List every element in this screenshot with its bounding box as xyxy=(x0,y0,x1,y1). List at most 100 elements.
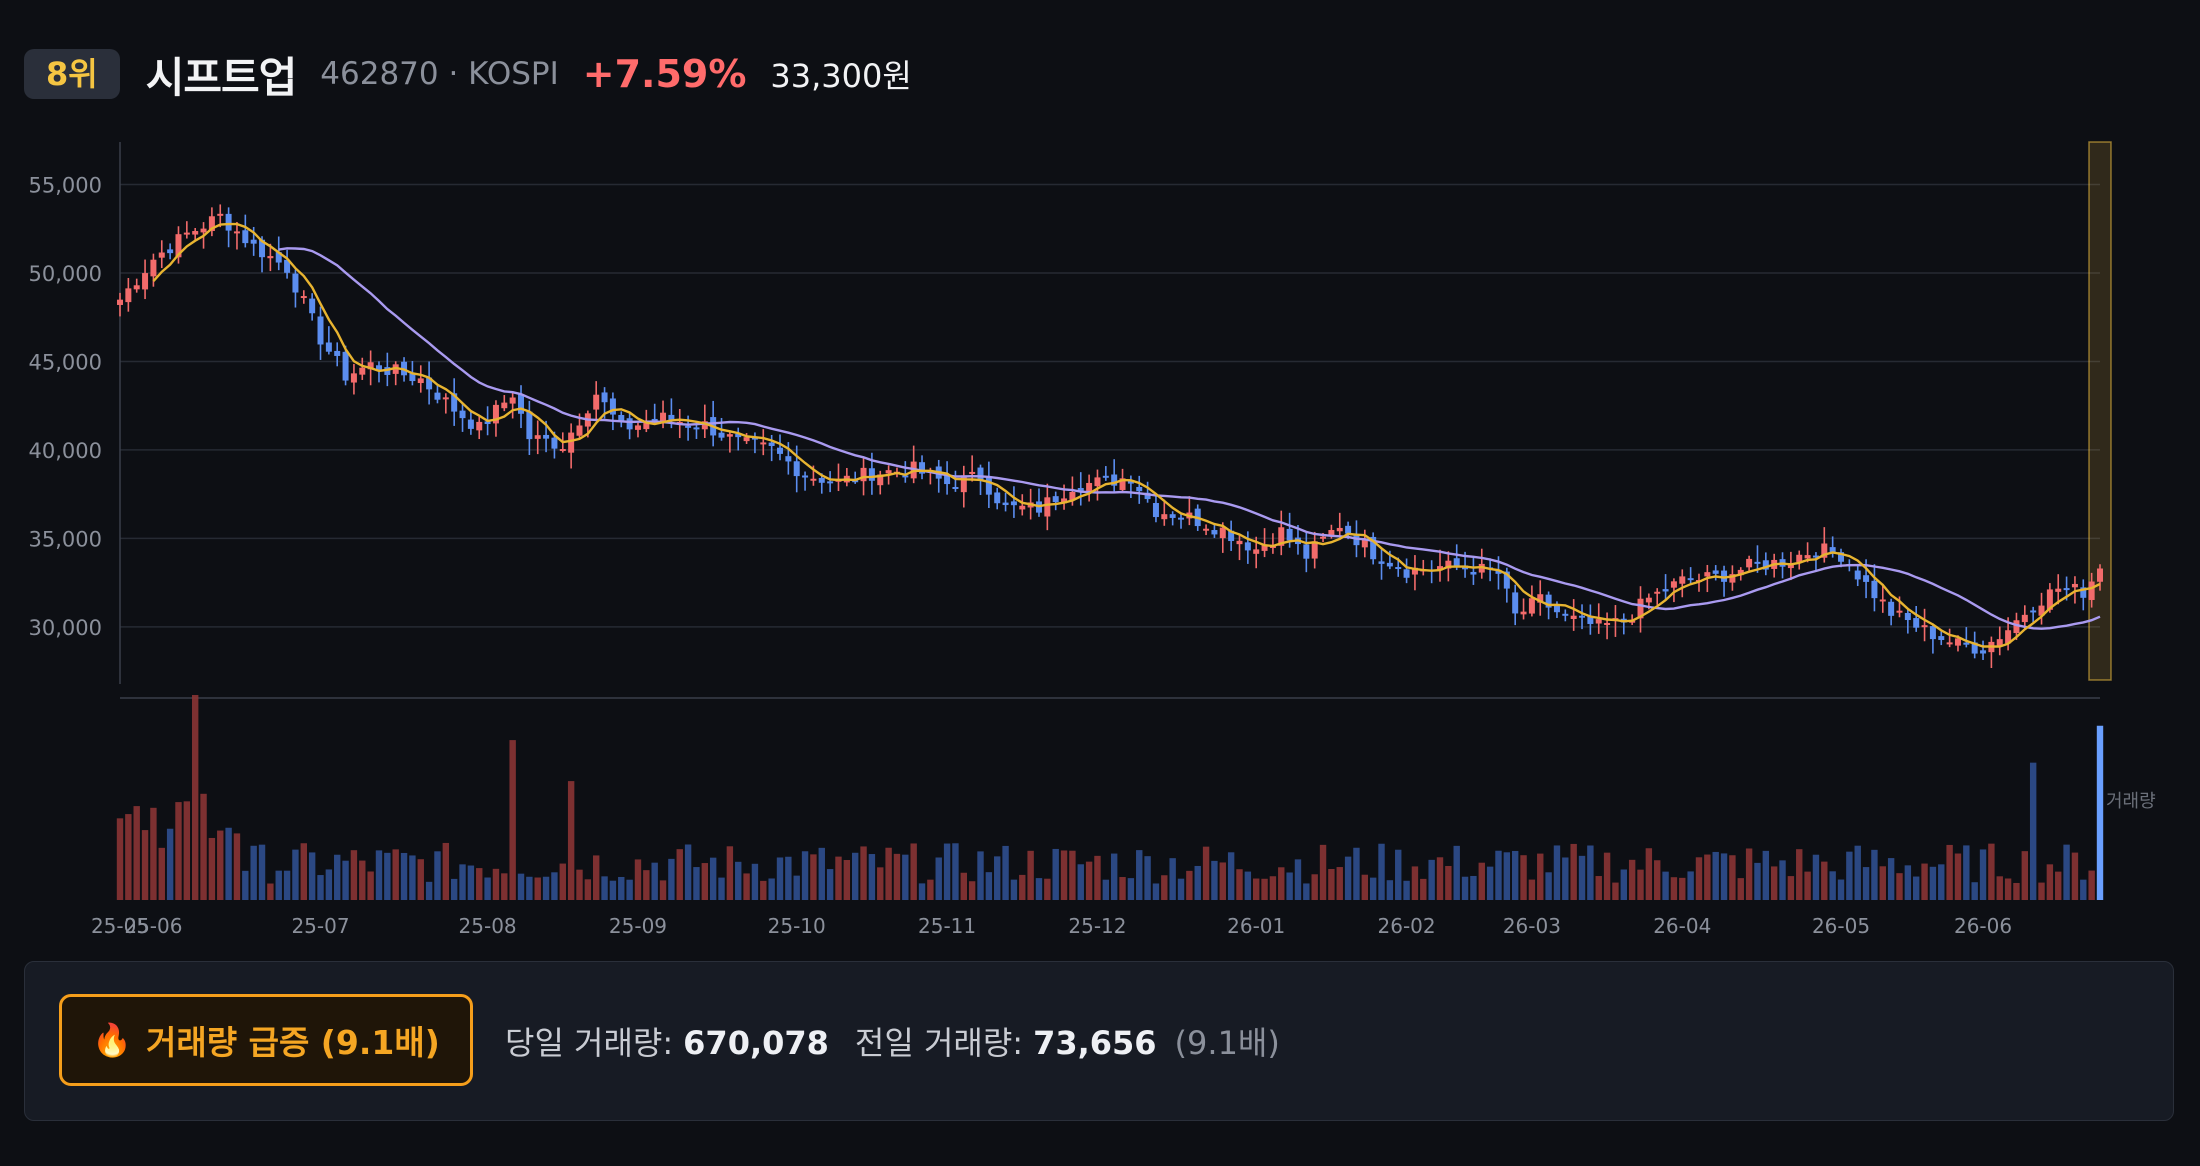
volume-bar xyxy=(359,860,366,900)
volume-bar xyxy=(1102,879,1110,900)
candle-body xyxy=(142,273,149,290)
volume-bar xyxy=(1461,876,1469,900)
candle-body xyxy=(643,422,650,430)
candle-body xyxy=(459,410,466,419)
volume-bar xyxy=(417,859,424,900)
volume-bar xyxy=(1445,865,1452,900)
volume-bar xyxy=(1060,850,1068,900)
volume-bar xyxy=(1077,864,1084,900)
candle-body xyxy=(1871,580,1878,599)
volume-bar xyxy=(1971,882,1978,900)
volume-bar xyxy=(885,847,892,900)
volume-bar xyxy=(768,878,775,900)
today-volume-label: 당일 거래량: xyxy=(505,1024,674,1062)
volume-bar xyxy=(1152,883,1160,900)
volume-surge-badge[interactable]: 🔥 거래량 급증 (9.1배) xyxy=(59,994,473,1086)
candle-body xyxy=(827,481,834,484)
candle-body xyxy=(852,480,859,483)
volume-bar xyxy=(1169,858,1176,900)
volume-bar xyxy=(1988,843,1995,900)
volume-bar xyxy=(476,868,483,900)
candle-body xyxy=(1913,618,1920,628)
fire-icon: 🔥 xyxy=(92,1021,133,1059)
volume-bar xyxy=(743,873,750,900)
candle-body xyxy=(300,296,307,299)
stock-name[interactable]: 시프트업 xyxy=(145,52,298,102)
candle-body xyxy=(518,394,525,414)
volume-bar xyxy=(200,793,207,900)
volume-bar xyxy=(835,856,842,900)
candle-body xyxy=(1136,486,1143,492)
volume-bar xyxy=(116,818,124,900)
volume-bar xyxy=(1202,846,1210,900)
volume-bar xyxy=(977,851,984,900)
x-tick-label: 26-05 xyxy=(1812,914,1870,938)
x-tick-label: 26-03 xyxy=(1503,914,1561,938)
candle-body xyxy=(1503,571,1510,589)
candle-body xyxy=(1278,527,1285,546)
volume-bar xyxy=(467,865,475,900)
candle-body xyxy=(969,471,976,474)
price-chart[interactable]: 55,000 50,000 45,000 40,000 35,000 30,000 25-0… xyxy=(0,130,2200,950)
volume-bar xyxy=(785,856,792,900)
candle-body xyxy=(2071,583,2078,588)
candle-body xyxy=(242,230,249,244)
volume-bar xyxy=(726,846,734,900)
candle-body xyxy=(1052,496,1059,503)
candle-body xyxy=(1637,598,1644,619)
candle-body xyxy=(785,456,792,462)
volume-bar xyxy=(2046,864,2054,900)
candlestick-chart-svg[interactable]: 55,000 50,000 45,000 40,000 35,000 30,000 25-0… xyxy=(0,130,2200,950)
candle-body xyxy=(259,239,266,258)
candle-body xyxy=(133,285,140,290)
latest-candle-highlight xyxy=(2088,141,2112,681)
volume-bar xyxy=(1503,852,1511,900)
volume-bar xyxy=(1687,871,1694,900)
candle-body xyxy=(1553,605,1560,613)
candle-body xyxy=(877,474,884,486)
volume-bar xyxy=(701,863,709,900)
candle-body xyxy=(743,437,750,442)
x-tick-label: 26-01 xyxy=(1227,914,1285,938)
volume-bar xyxy=(1587,845,1594,900)
candle-body xyxy=(1545,594,1552,608)
volume-info: 당일 거래량: 670,078 전일 거래량: 73,656 (9.1배) xyxy=(505,1018,1280,1064)
x-tick-label: 26-06 xyxy=(1954,914,2012,938)
volume-bar xyxy=(1595,876,1602,900)
volume-bar xyxy=(392,849,399,900)
candle-body xyxy=(576,425,583,436)
candle-body xyxy=(1161,514,1168,520)
volume-bar xyxy=(258,844,266,900)
x-tick-label: 25-12 xyxy=(1068,914,1126,938)
volume-bar xyxy=(626,879,633,900)
candle-body xyxy=(359,367,366,375)
volume-bar xyxy=(1929,866,1937,900)
candle-body xyxy=(1712,570,1719,574)
candle-body xyxy=(1228,530,1235,542)
volume-bar xyxy=(584,879,592,900)
volume-bar xyxy=(1319,844,1327,900)
volume-bar xyxy=(1545,872,1552,900)
volume-bar xyxy=(1411,866,1419,900)
volume-bar xyxy=(851,852,859,900)
candle-body xyxy=(1044,497,1051,517)
volume-bar xyxy=(217,830,224,900)
candle-body xyxy=(1980,650,1987,654)
volume-bar xyxy=(860,846,867,900)
candle-body xyxy=(1111,474,1118,486)
volume-bar xyxy=(141,830,149,900)
candle-body xyxy=(651,418,658,422)
volume-axis-label: 거래량 xyxy=(2106,791,2156,812)
volume-bar xyxy=(793,875,800,900)
candle-body xyxy=(1512,592,1519,614)
candle-body xyxy=(1320,536,1327,539)
volume-bar xyxy=(1244,871,1252,900)
volume-bar xyxy=(1537,853,1544,900)
volume-bar xyxy=(877,867,884,900)
candle-body xyxy=(1236,540,1243,545)
candle-body xyxy=(1737,569,1744,576)
candle-body xyxy=(1888,601,1895,616)
prev-volume-label: 전일 거래량: xyxy=(854,1024,1024,1062)
candle-body xyxy=(919,462,926,474)
candle-body xyxy=(1336,527,1343,532)
